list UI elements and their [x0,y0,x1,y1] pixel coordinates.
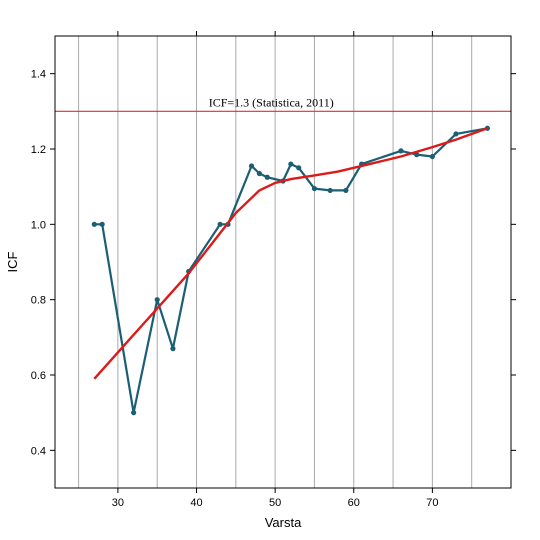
x-axis-title: Varsta [265,515,302,530]
data-point [288,161,294,167]
data-point [296,165,302,171]
data-point [429,153,435,160]
trend-line [93,127,488,380]
data-point [99,221,105,227]
data-point [327,187,333,194]
y-axis-title: ICF [5,251,20,272]
data-point [91,221,97,227]
data-point [264,174,270,180]
data-point [248,163,255,169]
data-point [343,187,349,194]
data-point [154,297,160,303]
y-tick-label: 1.0 [31,219,46,231]
x-axis-ticks: 30 40 50 60 70 [112,31,439,509]
y-tick-label: 0.6 [31,370,46,382]
data-point [217,221,223,227]
x-tick-label: 60 [348,497,360,509]
observed-icf-line [94,127,488,414]
series-layer [91,125,491,416]
y-tick-label: 1.4 [31,69,46,81]
x-tick-label: 50 [269,497,281,509]
data-point [398,148,404,154]
plot-frame [54,35,512,489]
y-tick-label: 1.2 [31,144,46,156]
y-tick-label: 0.8 [31,295,46,307]
data-point [256,170,263,177]
x-tick-label: 30 [112,497,124,509]
data-point [170,346,176,352]
data-point [131,410,137,416]
data-point [311,185,318,192]
x-tick-label: 40 [190,497,202,509]
reference-line-label: ICF=1.3 (Statistica, 2011) [209,95,334,109]
x-tick-label: 70 [426,497,438,509]
y-tick-label: 0.4 [31,445,46,457]
y-axis-ticks: 0.4 0.6 0.8 1.0 1.2 1.4 [31,69,516,457]
data-point [453,131,459,137]
